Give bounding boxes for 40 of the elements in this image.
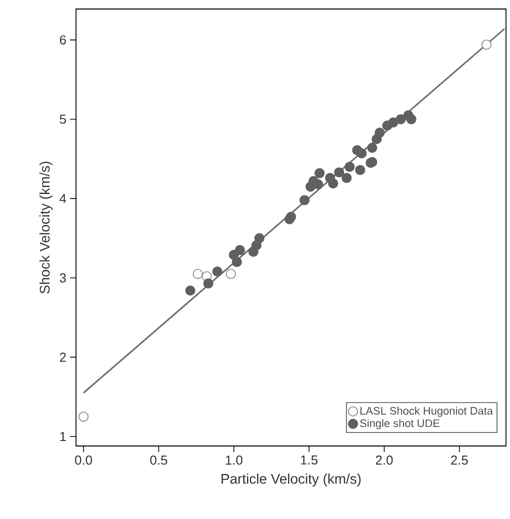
x-tick-label: 0.5: [150, 456, 168, 465]
legend-label: Single shot UDE: [360, 419, 440, 430]
y-axis-title: Shock Velocity (km/s): [39, 162, 52, 294]
point: [254, 233, 264, 244]
point: [314, 168, 325, 178]
x-axis-title: Particle Velocity (km/s): [222, 474, 361, 487]
point: [299, 195, 310, 206]
x-tick-label: 0.0: [75, 456, 92, 465]
point: [203, 278, 214, 288]
point: [342, 172, 352, 183]
y-tick-label: 1: [60, 432, 66, 441]
y-tick-label: 2: [60, 352, 66, 362]
point: [234, 245, 245, 256]
point: [212, 266, 222, 277]
x-tick-label: 2.0: [376, 456, 393, 465]
point: [334, 167, 344, 178]
point: [232, 256, 242, 268]
point: [356, 148, 367, 158]
point: [286, 212, 296, 222]
y-tick-label: 3: [60, 273, 66, 282]
point: [367, 142, 378, 153]
point: [406, 114, 416, 124]
y-tick-label: 6: [60, 35, 66, 45]
point: [388, 117, 398, 128]
point: [192, 268, 203, 279]
point: [396, 114, 406, 124]
point: [344, 162, 355, 172]
point: [185, 286, 196, 296]
point: [374, 128, 385, 138]
y-tick-label: 4: [60, 194, 66, 204]
point: [226, 268, 236, 279]
x-tick-label: 2.5: [451, 456, 468, 465]
x-tick-label: 1.0: [226, 456, 242, 465]
legend-label: LASL Shock Hugoniot Data: [360, 406, 493, 417]
point: [78, 412, 89, 422]
point: [328, 178, 338, 189]
x-tick-label: 1.5: [301, 456, 318, 465]
point: [481, 40, 492, 50]
y-tick-label: 5: [60, 114, 66, 124]
point: [355, 164, 366, 176]
